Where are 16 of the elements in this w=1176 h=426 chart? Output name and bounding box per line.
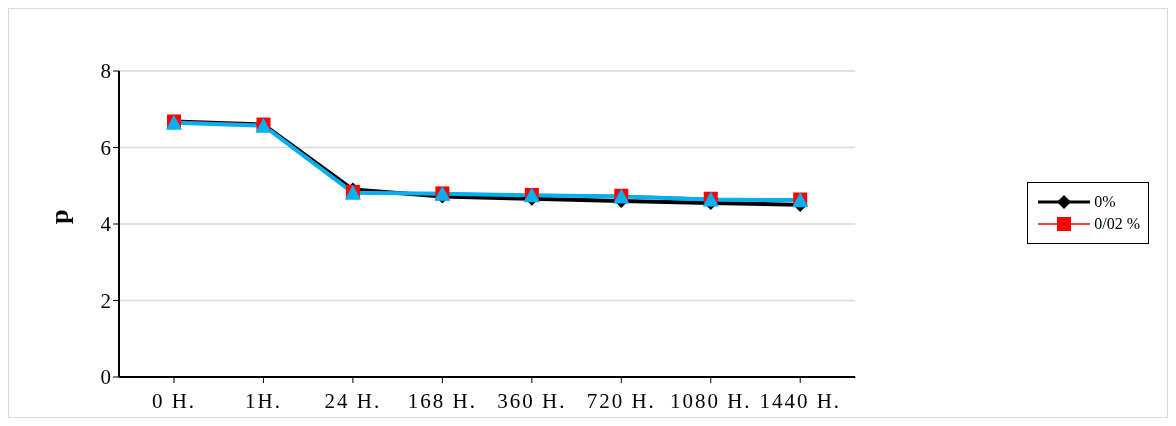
y-axis-title: p [45,209,75,224]
legend-label: 0% [1094,193,1116,211]
y-tick-label: 4 [100,212,112,237]
y-tick-label: 6 [100,135,111,160]
y-tick-label: 2 [100,288,111,313]
x-tick-label: 24 H. [324,388,382,413]
y-tick-label: 8 [100,59,111,84]
x-tick-label: 1080 H. [669,388,752,413]
x-tick-label: 0 H. [151,388,197,413]
x-tick-label: 1H. [245,388,282,413]
x-tick-label: 360 H. [497,388,567,413]
y-tick-label: 0 [100,365,111,390]
legend-label: 0/02 % [1094,215,1140,233]
x-tick-label: 168 H. [407,388,477,413]
x-tick-label: 1440 H. [759,388,842,413]
x-tick-label: 720 H. [586,388,656,413]
